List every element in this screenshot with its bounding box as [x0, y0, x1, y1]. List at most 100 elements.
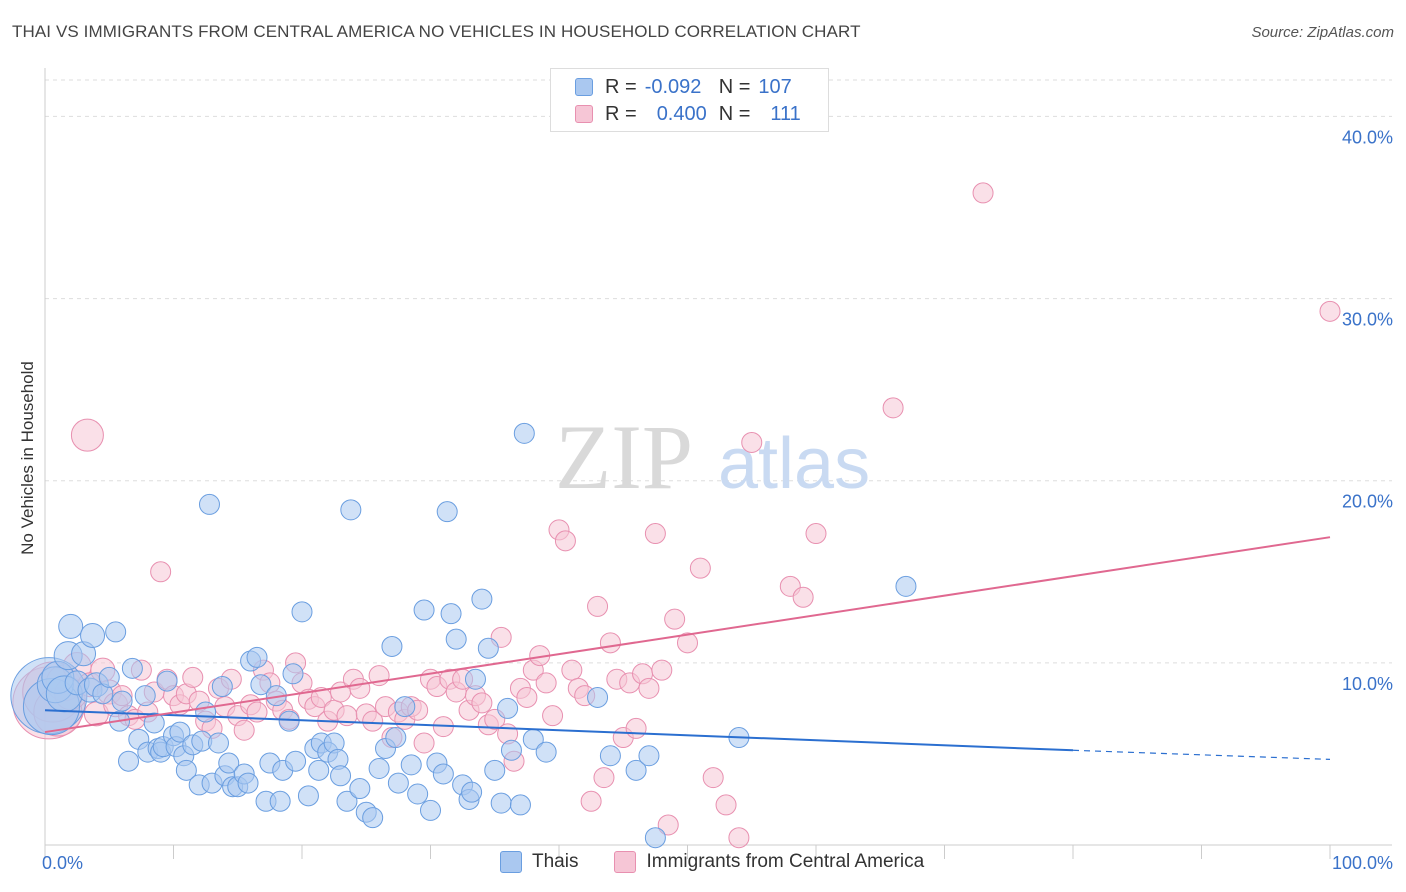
legend-label-immigrants: Immigrants from Central America — [646, 851, 925, 872]
point-thais — [211, 676, 233, 698]
point-thais — [175, 759, 197, 781]
trendline-thais-extrapolated — [1072, 749, 1331, 760]
legend-swatch-blue — [575, 78, 593, 96]
legend-n-value: 111 — [770, 102, 801, 125]
legend-swatch-pink — [614, 851, 637, 873]
point-thais — [237, 772, 259, 794]
trendline-thais — [44, 709, 1074, 752]
point-immigrants — [233, 719, 255, 741]
x-tick-label: 100.0% — [1332, 853, 1393, 873]
point-thais — [278, 710, 300, 732]
point-thais — [285, 750, 307, 772]
point-immigrants — [593, 767, 615, 789]
point-thais — [490, 792, 512, 814]
point-thais — [207, 732, 229, 754]
point-thais — [497, 697, 519, 719]
point-thais — [436, 501, 458, 523]
trendline-immigrants — [44, 536, 1331, 734]
y-axis-label: No Vehicles in Household — [18, 361, 37, 555]
point-thais — [330, 765, 352, 787]
point-thais — [80, 623, 106, 649]
point-immigrants — [644, 523, 666, 545]
point-thais — [156, 670, 178, 692]
point-thais — [98, 666, 120, 688]
point-thais — [445, 628, 467, 650]
point-thais — [420, 799, 441, 821]
legend-item-thais[interactable]: Thais — [500, 851, 578, 873]
series-thais-points — [10, 422, 917, 849]
legend-r-value: -0.092 — [644, 75, 702, 98]
point-immigrants — [413, 732, 435, 754]
legend-r-label: R = — [605, 75, 637, 98]
point-thais — [385, 727, 407, 749]
point-thais — [440, 603, 462, 625]
series-legend: Thais Immigrants from Central America — [500, 851, 960, 873]
point-thais — [308, 759, 330, 781]
legend-r-label: R = — [605, 102, 637, 125]
point-immigrants — [599, 632, 621, 654]
point-thais — [535, 741, 557, 763]
point-thais — [599, 745, 621, 767]
point-thais — [340, 499, 362, 521]
point-thais — [169, 721, 191, 743]
point-thais — [387, 772, 409, 794]
point-thais — [269, 790, 291, 812]
point-thais — [381, 635, 403, 657]
point-immigrants — [471, 692, 493, 714]
point-thais — [362, 807, 384, 829]
point-immigrants — [246, 701, 268, 723]
legend-swatch-blue — [500, 851, 522, 873]
point-thais — [195, 701, 217, 723]
point-immigrants — [310, 686, 332, 708]
point-thais — [500, 739, 522, 761]
legend-n-value: 107 — [758, 75, 792, 98]
chart-title: THAI VS IMMIGRANTS FROM CENTRAL AMERICA … — [12, 22, 861, 41]
y-tick-label: 30.0% — [1342, 310, 1393, 330]
tick-labels: 10.0% 20.0% 30.0% 40.0% 0.0% 100.0% — [42, 127, 1393, 873]
point-thais — [58, 613, 84, 639]
legend-row-thais: R = -0.092 N = 107 — [575, 75, 792, 99]
point-thais — [111, 690, 133, 712]
point-immigrants — [741, 431, 763, 453]
correlation-legend: R = -0.092 N = 107 R = 0.400 N = 111 — [550, 68, 829, 132]
source-label: Source: ZipAtlas.com — [1251, 24, 1394, 41]
point-thais — [297, 785, 319, 807]
point-thais — [282, 663, 304, 685]
point-immigrants — [554, 530, 576, 552]
y-tick-label: 10.0% — [1342, 674, 1393, 694]
point-thais — [464, 668, 486, 690]
point-immigrants — [972, 182, 994, 204]
point-thais — [246, 646, 268, 668]
legend-n-label: N = — [718, 102, 751, 125]
point-immigrants — [362, 710, 384, 732]
point-thais — [895, 575, 917, 597]
point-immigrants — [542, 705, 564, 727]
y-tick-label: 40.0% — [1342, 127, 1393, 147]
point-thais — [625, 759, 647, 781]
point-thais — [432, 763, 454, 785]
legend-item-immigrants[interactable]: Immigrants from Central America — [614, 851, 924, 873]
point-immigrants — [516, 686, 538, 708]
point-thais — [587, 686, 609, 708]
point-immigrants — [535, 672, 557, 694]
legend-swatch-pink — [575, 105, 593, 123]
point-thais — [250, 674, 272, 696]
point-thais — [644, 827, 666, 849]
point-immigrants — [805, 523, 827, 545]
point-immigrants — [664, 608, 686, 630]
point-thais — [198, 493, 220, 515]
point-thais — [509, 794, 531, 816]
point-thais — [121, 657, 143, 679]
point-immigrants — [651, 659, 673, 681]
point-immigrants — [349, 677, 371, 699]
point-immigrants — [580, 790, 602, 812]
point-immigrants — [1319, 300, 1341, 322]
point-thais — [400, 754, 422, 776]
point-thais — [105, 621, 127, 643]
point-thais — [291, 601, 313, 623]
grid-lines — [45, 79, 1392, 664]
point-thais — [336, 790, 358, 812]
point-immigrants — [792, 586, 814, 608]
point-thais — [394, 696, 416, 718]
